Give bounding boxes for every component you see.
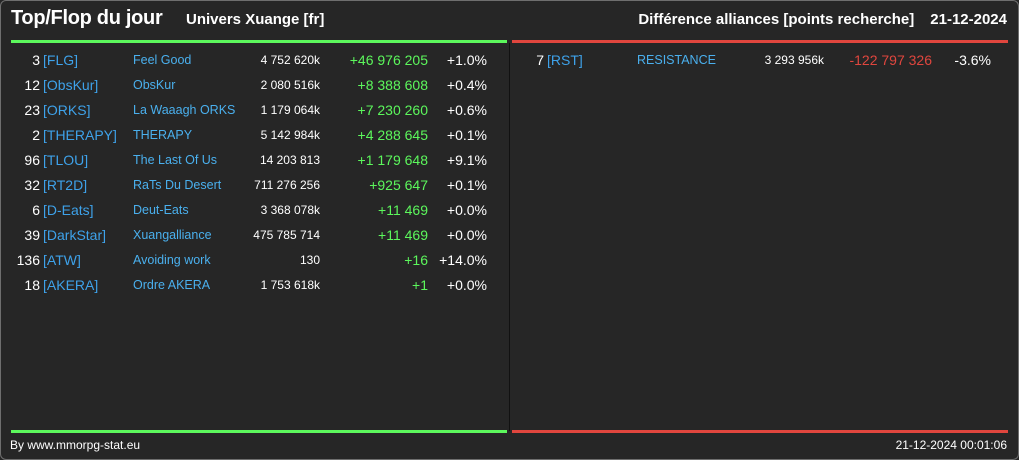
percent-cell: +1.0%: [446, 52, 487, 68]
difference-cell: +11 469: [378, 227, 428, 243]
bottom-accent-bar-red: [512, 430, 1008, 433]
rank-cell: 2: [32, 127, 40, 143]
difference-cell: +16: [404, 252, 428, 268]
alliance-name-link[interactable]: Feel Good: [133, 53, 192, 67]
alliance-tag-link[interactable]: [TLOU]: [43, 152, 89, 168]
percent-cell: +14.0%: [439, 252, 487, 268]
points-cell: 4 752 620k: [260, 53, 320, 67]
percent-cell: +0.1%: [446, 177, 487, 193]
difference-cell: -122 797 326: [849, 52, 932, 68]
difference-cell: +7 230 260: [357, 102, 428, 118]
alliance-tag-link[interactable]: [ATW]: [43, 252, 81, 268]
header-right: Différence alliances [points recherche] 2…: [638, 11, 1007, 28]
alliance-tag-link[interactable]: [D-Eats]: [43, 202, 94, 218]
points-cell: 711 276 256: [254, 178, 320, 192]
alliance-row: 18 [AKERA] Ordre AKERA 1 753 618k +1 +0.0%: [0, 273, 496, 297]
percent-cell: -3.6%: [954, 52, 991, 68]
alliance-tag-link[interactable]: [ObsKur]: [43, 77, 99, 93]
percent-cell: +9.1%: [446, 152, 487, 168]
alliance-row: 32 [RT2D] RaTs Du Desert 711 276 256 +925 64…: [0, 173, 496, 197]
alliance-tag-link[interactable]: [AKERA]: [43, 277, 99, 293]
difference-cell: +1: [412, 277, 428, 293]
alliance-name-link[interactable]: ObsKur: [133, 78, 176, 92]
points-cell: 1 753 618k: [260, 278, 320, 292]
footer-timestamp: 21-12-2024 00:01:06: [895, 438, 1007, 452]
alliance-name-link[interactable]: RaTs Du Desert: [133, 178, 222, 192]
difference-cell: +46 976 205: [349, 52, 428, 68]
alliance-name-link[interactable]: La Waaagh ORKS: [133, 103, 236, 117]
points-cell: 2 080 516k: [260, 78, 320, 92]
alliance-row: 6 [D-Eats] Deut-Eats 3 368 078k +11 469 +0.0%: [0, 198, 496, 222]
points-cell: 5 142 984k: [260, 128, 320, 142]
alliance-row: 136 [ATW] Avoiding work 130 +16 +14.0%: [0, 248, 496, 272]
rank-cell: 12: [24, 77, 40, 93]
rank-cell: 32: [24, 177, 40, 193]
points-cell: 475 785 714: [253, 228, 320, 242]
difference-cell: +8 388 608: [357, 77, 428, 93]
rank-cell: 7: [536, 52, 544, 68]
points-cell: 3 293 956k: [764, 53, 824, 67]
difference-cell: +1 179 648: [357, 152, 428, 168]
rank-cell: 3: [32, 52, 40, 68]
alliance-tag-link[interactable]: [THERAPY]: [43, 127, 117, 143]
points-cell: 14 203 813: [259, 153, 320, 167]
alliance-row: 3 [FLG] Feel Good 4 752 620k +46 976 205 +1.0…: [0, 48, 496, 72]
alliance-tag-link[interactable]: [ORKS]: [43, 102, 91, 118]
percent-cell: +0.4%: [446, 77, 487, 93]
alliance-name-link[interactable]: RESISTANCE: [637, 53, 716, 67]
alliance-name-link[interactable]: Xuangalliance: [133, 228, 212, 242]
alliance-name-link[interactable]: THERAPY: [133, 128, 193, 142]
top-accent-bar-red: [512, 40, 1008, 43]
rank-cell: 39: [24, 227, 40, 243]
category-label: Différence alliances [points recherche]: [638, 11, 915, 28]
difference-cell: +4 288 645: [357, 127, 428, 143]
alliance-row: 2 [THERAPY] THERAPY 5 142 984k +4 288 645 +0.…: [0, 123, 496, 147]
rank-cell: 96: [24, 152, 40, 168]
header-date: 21-12-2024: [930, 11, 1007, 28]
header: Top/Flop du jour Univers Xuange [fr] Dif…: [0, 0, 1019, 40]
alliance-tag-link[interactable]: [DarkStar]: [43, 227, 107, 243]
alliance-name-link[interactable]: Deut-Eats: [133, 203, 189, 217]
difference-cell: +925 647: [369, 177, 428, 193]
rank-cell: 18: [24, 277, 40, 293]
bottom-accent-bar-green: [11, 430, 507, 433]
difference-cell: +11 469: [378, 202, 428, 218]
rank-cell: 6: [32, 202, 40, 218]
alliance-row: 96 [TLOU] The Last Of Us 14 203 813 +1 179 6…: [0, 148, 496, 172]
percent-cell: +0.6%: [446, 102, 487, 118]
percent-cell: +0.1%: [446, 127, 487, 143]
column-divider: [509, 43, 510, 431]
alliance-row: 23 [ORKS] La Waaagh ORKS 1 179 064k +7 230 2…: [0, 98, 496, 122]
points-cell: 1 179 064k: [260, 103, 320, 117]
top-accent-bar-green: [11, 40, 507, 43]
percent-cell: +0.0%: [446, 227, 487, 243]
alliance-row: 7 [RST] RESISTANCE 3 293 956k -122 797 326 -3…: [504, 48, 1000, 72]
points-cell: 3 368 078k: [260, 203, 320, 217]
alliance-name-link[interactable]: The Last Of Us: [133, 153, 218, 167]
alliance-tag-link[interactable]: [RT2D]: [43, 177, 88, 193]
alliance-tag-link[interactable]: [FLG]: [43, 52, 79, 68]
page-title: Top/Flop du jour: [11, 7, 163, 29]
alliance-row: 12 [ObsKur] ObsKur 2 080 516k +8 388 608 +0.4…: [0, 73, 496, 97]
alliance-name-link[interactable]: Ordre AKERA: [133, 278, 211, 292]
percent-cell: +0.0%: [446, 202, 487, 218]
percent-cell: +0.0%: [446, 277, 487, 293]
footer-credit: By www.mmorpg-stat.eu: [10, 438, 141, 452]
points-cell: 130: [299, 253, 320, 267]
alliance-tag-link[interactable]: [RST]: [547, 52, 583, 68]
rank-cell: 23: [24, 102, 40, 118]
alliance-name-link[interactable]: Avoiding work: [133, 253, 211, 267]
rank-cell: 136: [16, 252, 40, 268]
alliance-row: 39 [DarkStar] Xuangalliance 475 785 714 +11 …: [0, 223, 496, 247]
universe-subtitle: Univers Xuange [fr]: [186, 11, 325, 28]
